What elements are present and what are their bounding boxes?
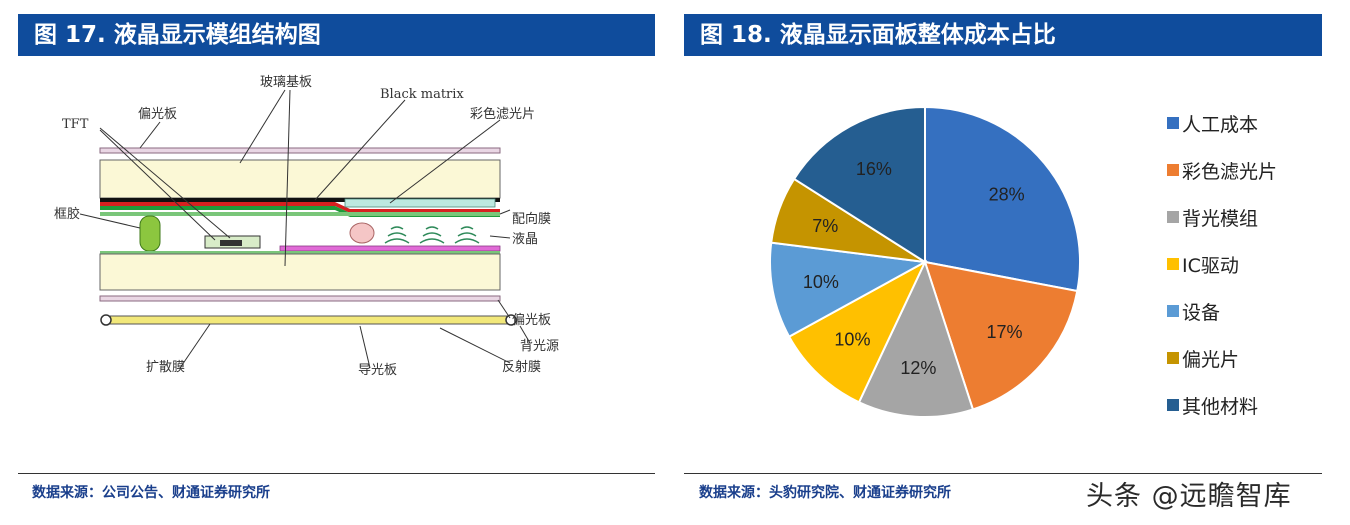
slice-label-5: 7% xyxy=(812,216,838,236)
label-alignment-film: 配向膜 xyxy=(512,211,551,227)
backlight-lamp-left xyxy=(100,314,112,326)
slice-label-3: 10% xyxy=(834,329,870,349)
legend-label-3: IC驱动 xyxy=(1182,255,1239,277)
label-frame-glue: 框胶 xyxy=(54,206,80,222)
legend-swatch-2 xyxy=(1167,211,1179,223)
leader-lines xyxy=(79,89,531,369)
right-footer-rule xyxy=(684,473,1322,474)
left-footer-rule xyxy=(18,473,655,474)
legend-swatch-1 xyxy=(1167,164,1179,176)
label-polarizer-top: 偏光板 xyxy=(138,107,177,122)
label-liquid-crystal: 液晶 xyxy=(512,232,538,247)
label-glass: 玻璃基板 xyxy=(260,75,312,90)
legend-swatch-6 xyxy=(1167,399,1179,411)
tft-gate xyxy=(220,240,242,246)
black-layer xyxy=(100,198,500,202)
pie-slice-0 xyxy=(924,105,1081,293)
label-light-guide: 导光板 xyxy=(358,363,397,378)
watermark: 头条 @远瞻智库 xyxy=(1086,481,1292,512)
color-filter-layer xyxy=(344,198,496,208)
bottom-glass xyxy=(99,253,501,291)
label-backlight: 背光源 xyxy=(520,339,559,354)
frame-glue xyxy=(139,215,161,252)
right-panel-title: 图 18. 液晶显示面板整体成本占比 xyxy=(684,14,1322,56)
left-panel-title: 图 17. 液晶显示模组结构图 xyxy=(18,14,655,56)
legend-label-2: 背光模组 xyxy=(1182,208,1258,230)
legend-label-6: 其他材料 xyxy=(1182,396,1258,418)
lcd-structure-diagram: 玻璃基板 Black matrix 偏光板 TFT 彩色滤光片 框胶 配向膜 液… xyxy=(54,75,559,378)
alignment-film-bottom xyxy=(100,251,500,254)
top-glass xyxy=(99,159,501,199)
left-source-note: 数据来源：公司公告、财通证券研究所 xyxy=(32,485,270,501)
label-reflector: 反射膜 xyxy=(502,359,541,375)
pixel-electrode xyxy=(279,245,501,252)
label-color-filter: 彩色滤光片 xyxy=(470,106,535,122)
slice-label-4: 10% xyxy=(803,272,839,292)
alignment-film-top xyxy=(100,212,500,216)
top-polarizer xyxy=(99,147,501,154)
label-diffuser: 扩散膜 xyxy=(146,360,185,375)
legend-label-0: 人工成本 xyxy=(1182,114,1258,136)
pie-slice-6 xyxy=(792,105,926,264)
backlight-lamp-right xyxy=(505,314,517,326)
liquid-crystal-stacks xyxy=(384,226,480,244)
label-tft: TFT xyxy=(62,117,89,132)
legend-swatch-5 xyxy=(1167,352,1179,364)
pie-slice-4 xyxy=(769,241,929,339)
slice-label-1: 17% xyxy=(986,322,1022,342)
legend-label-5: 偏光片 xyxy=(1182,349,1239,371)
slice-label-6: 16% xyxy=(856,159,892,179)
spacer-ball xyxy=(349,222,375,244)
bottom-polarizer xyxy=(99,295,501,302)
pie-slice-3 xyxy=(787,259,928,404)
legend-swatch-4 xyxy=(1167,305,1179,317)
legend-label-4: 设备 xyxy=(1182,302,1220,324)
label-black-matrix: Black matrix xyxy=(380,87,464,102)
pie-slice-1 xyxy=(923,260,1079,411)
label-polarizer-bottom: 偏光板 xyxy=(512,313,551,328)
slice-label-0: 28% xyxy=(989,184,1025,204)
pie-slice-2 xyxy=(857,259,975,418)
legend-swatch-0 xyxy=(1167,117,1179,129)
light-guide-plate xyxy=(105,315,512,325)
red-layer xyxy=(100,202,500,213)
right-source-note: 数据来源：头豹研究院、财通证券研究所 xyxy=(699,485,951,501)
slice-label-2: 12% xyxy=(900,358,936,378)
legend-swatch-3 xyxy=(1167,258,1179,270)
legend-label-1: 彩色滤光片 xyxy=(1182,161,1277,183)
